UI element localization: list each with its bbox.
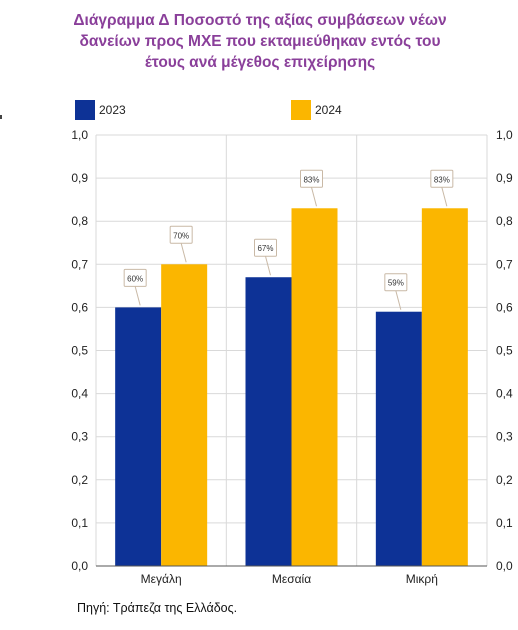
data-label-text: 67% bbox=[257, 244, 273, 253]
data-label-box bbox=[169, 225, 193, 244]
legend-label-2023: 2023 bbox=[99, 103, 126, 117]
y-tick-label-right: 1,0 bbox=[496, 128, 513, 142]
data-label-2024-1: 83% bbox=[300, 169, 323, 207]
data-label-leader bbox=[311, 187, 317, 207]
data-label-2023-0: 60% bbox=[123, 268, 147, 306]
x-tick-label: Μικρή bbox=[406, 572, 438, 586]
data-label-box bbox=[254, 238, 277, 257]
legend-item-2024: 2024 bbox=[291, 100, 342, 120]
x-tick-label: Μεσαία bbox=[272, 572, 311, 586]
y-tick-label-left: 0,4 bbox=[71, 387, 88, 401]
y-tick-label-left: 0,7 bbox=[71, 257, 88, 271]
bar-chart: 0,0 0,0 0,1 0,1 0,2 0,2 0,3 0,3 0,4 0,4 0,5 0,5 0,6 0… bbox=[71, 128, 513, 586]
chart-title-line-1: Διάγραμμα Δ Ποσοστό της αξίας συμβάσεων … bbox=[73, 12, 447, 29]
y-tick-label-right: 0,5 bbox=[496, 344, 513, 358]
x-tick-label: Μεγάλη bbox=[141, 572, 182, 586]
y-tick-label-left: 0,6 bbox=[71, 300, 88, 314]
y-tick-label-right: 0,7 bbox=[496, 257, 513, 271]
data-label-leader bbox=[441, 187, 448, 207]
y-tick-label-right: 0,2 bbox=[496, 473, 513, 487]
data-label-box bbox=[123, 268, 147, 287]
data-label-leader bbox=[134, 286, 141, 306]
y-tick-label-right: 0,3 bbox=[496, 430, 513, 444]
y-tick-label-right: 0,4 bbox=[496, 387, 513, 401]
legend-swatch-2024 bbox=[291, 100, 311, 120]
y-tick-label-right: 0,0 bbox=[496, 559, 513, 573]
bar-2024-0 bbox=[161, 264, 208, 566]
y-tick-label-right: 0,9 bbox=[496, 171, 513, 185]
legend-swatch-2023 bbox=[75, 100, 95, 120]
data-label-box bbox=[430, 169, 454, 188]
y-tick-label-right: 0,1 bbox=[496, 516, 513, 530]
bar-2023-2 bbox=[375, 311, 422, 566]
chart-title: Διάγραμμα Δ Ποσοστό της αξίας συμβάσεων … bbox=[40, 10, 480, 73]
data-label-2023-1: 67% bbox=[254, 238, 277, 276]
legend-item-2023: 2023 bbox=[75, 100, 126, 120]
y-tick-label-left: 0,8 bbox=[71, 214, 88, 228]
y-tick-label-left: 0,2 bbox=[71, 473, 88, 487]
chart-legend: 2023 2024 bbox=[0, 100, 518, 120]
data-label-box bbox=[300, 169, 323, 188]
chart-title-line-2: δανείων προς ΜΧΕ που εκταμιεύθηκαν εντός… bbox=[79, 33, 441, 50]
data-label-text: 59% bbox=[388, 279, 404, 288]
data-label-text: 83% bbox=[303, 175, 319, 184]
data-label-leader bbox=[180, 243, 187, 263]
y-tick-label-left: 0,1 bbox=[71, 516, 88, 530]
y-tick-label-left: 0,5 bbox=[71, 344, 88, 358]
y-tick-label-right: 0,6 bbox=[496, 300, 513, 314]
data-label-2024-0: 70% bbox=[169, 225, 193, 263]
data-label-leader bbox=[395, 290, 402, 310]
data-label-text: 70% bbox=[173, 231, 189, 240]
y-tick-label-left: 0,0 bbox=[71, 559, 88, 573]
data-label-text: 83% bbox=[434, 175, 450, 184]
source-note: Πηγή: Τράπεζα της Ελλάδος. bbox=[77, 601, 238, 615]
data-label-text: 60% bbox=[127, 274, 143, 283]
data-label-2024-2: 83% bbox=[430, 169, 454, 207]
y-tick-label-left: 1,0 bbox=[71, 128, 88, 142]
edge-mark bbox=[0, 115, 2, 119]
y-tick-label-right: 0,8 bbox=[496, 214, 513, 228]
data-label-box bbox=[384, 273, 408, 292]
y-tick-label-left: 0,9 bbox=[71, 171, 88, 185]
bar-2024-1 bbox=[291, 208, 338, 566]
bar-2023-1 bbox=[245, 277, 292, 566]
bar-2023-0 bbox=[115, 307, 162, 566]
legend-label-2024: 2024 bbox=[315, 103, 342, 117]
chart-title-line-3: έτους ανά μέγεθος επιχείρησης bbox=[144, 54, 376, 71]
data-label-2023-2: 59% bbox=[384, 273, 408, 310]
bar-2024-2 bbox=[421, 208, 468, 566]
y-tick-label-left: 0,3 bbox=[71, 430, 88, 444]
data-label-leader bbox=[265, 256, 271, 276]
